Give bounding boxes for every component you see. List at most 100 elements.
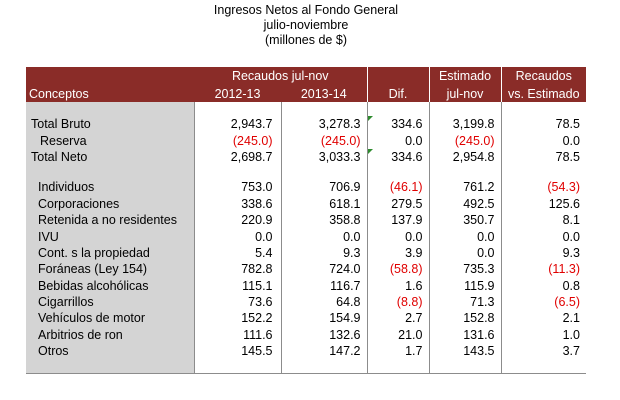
table-row: Arbitrios de ron 111.6 132.6 21.0 131.6 … (26, 326, 586, 344)
value-estimado: 2,954.8 (428, 148, 501, 166)
concept-label: Bebidas alcohólicas (26, 277, 194, 294)
table-row: Reserva (245.0) (245.0) 0.0 (245.0) 0.0 (26, 132, 586, 149)
value-2013-14: 0.0 (280, 228, 367, 245)
concept-label: Otros (26, 343, 194, 360)
value-estimado: 143.5 (428, 343, 501, 360)
concept-label: Cigarrillos (26, 293, 194, 311)
value-2013-14: (245.0) (280, 132, 367, 149)
value-2012-13: 0.0 (193, 228, 281, 245)
value-estimado: 152.8 (428, 310, 501, 327)
value-vs-estimado: 78.5 (500, 116, 586, 133)
table-row: IVU 0.0 0.0 0.0 0.0 0.0 (26, 228, 586, 245)
value-vs-estimado: 125.6 (500, 195, 586, 212)
value-2013-14: 147.2 (280, 343, 367, 360)
header-year-2012-13: 2012-13 (194, 85, 281, 102)
table-row: Retenida a no residentes 220.9 358.8 137… (26, 211, 586, 229)
header-dif-top (366, 67, 429, 85)
concept-label: Foráneas (Ley 154) (26, 261, 194, 278)
value-vs-estimado: 8.1 (500, 211, 586, 229)
value-2013-14: 116.7 (280, 277, 367, 294)
value-estimado: 492.5 (428, 195, 501, 212)
value-vs-estimado: 3.7 (500, 343, 586, 360)
concept-label: Reserva (26, 132, 194, 149)
value-vs-estimado: 9.3 (500, 244, 586, 262)
value-vs-estimado: (54.3) (500, 179, 586, 196)
title-line-2: julio-noviembre (263, 18, 349, 32)
value-2013-14: 618.1 (280, 195, 367, 212)
header-row-1: Recaudos jul-nov Estimado Recaudos (26, 67, 586, 85)
table-row: Bebidas alcohólicas 115.1 116.7 1.6 115.… (26, 277, 586, 294)
value-dif: (46.1) (366, 179, 429, 196)
value-dif: 0.0 (366, 228, 429, 245)
value-dif: (58.8) (366, 261, 429, 278)
value-dif: 21.0 (366, 326, 429, 344)
value-estimado: 131.6 (428, 326, 501, 344)
table-row: Cigarrillos 73.6 64.8 (8.8) 71.3 (6.5) (26, 293, 586, 311)
value-vs-estimado: (6.5) (500, 293, 586, 311)
value-estimado: 761.2 (428, 179, 501, 196)
value-vs-estimado: 2.1 (500, 310, 586, 327)
spacer-row (26, 359, 586, 375)
value-2012-13: 152.2 (193, 310, 281, 327)
concept-label: Total Neto (26, 148, 194, 166)
table-row: Total Neto 2,698.7 3,033.3 334.6 2,954.8… (26, 148, 586, 166)
value-2013-14: 9.3 (280, 244, 367, 262)
value-dif: (8.8) (366, 293, 429, 311)
concept-label: Total Bruto (26, 116, 194, 133)
value-2012-13: 753.0 (193, 179, 281, 196)
table-row: Vehículos de motor 152.2 154.9 2.7 152.8… (26, 310, 586, 327)
value-estimado: 0.0 (428, 244, 501, 262)
value-2013-14: 358.8 (280, 211, 367, 229)
header-recaudos-vs-top: Recaudos (500, 67, 586, 85)
header-recaudos-group: Recaudos jul-nov (194, 67, 367, 85)
value-2012-13: 111.6 (193, 326, 281, 344)
value-estimado: 115.9 (428, 277, 501, 294)
title-line-1: Ingresos Netos al Fondo General (213, 3, 399, 17)
spacer-row (26, 102, 586, 116)
concept-label: Retenida a no residentes (26, 211, 194, 229)
value-dif: 334.6 (366, 148, 429, 166)
value-2012-13: 145.5 (193, 343, 281, 360)
value-2013-14: 3,278.3 (280, 116, 367, 133)
value-2013-14: 724.0 (280, 261, 367, 278)
value-dif: 279.5 (366, 195, 429, 212)
concept-label: Cont. s la propiedad (26, 244, 194, 262)
table-row: Total Bruto 2,943.7 3,278.3 334.6 3,199.… (26, 116, 586, 133)
report-title: Ingresos Netos al Fondo General julio-no… (0, 3, 620, 48)
header-estimado-bottom: jul-nov (428, 85, 501, 102)
value-2012-13: 5.4 (193, 244, 281, 262)
value-estimado: (245.0) (428, 132, 501, 149)
header-recaudos-vs-bottom: vs. Estimado (500, 85, 586, 102)
value-estimado: 71.3 (428, 293, 501, 311)
header-dif: Dif. (366, 85, 429, 102)
header-conceptos: Conceptos (26, 85, 194, 102)
value-dif: 137.9 (366, 211, 429, 229)
value-2013-14: 706.9 (280, 179, 367, 196)
value-2013-14: 132.6 (280, 326, 367, 344)
value-vs-estimado: 0.0 (500, 132, 586, 149)
concept-label: Vehículos de motor (26, 310, 194, 327)
title-line-3: (millones de $) (265, 33, 347, 47)
value-2013-14: 3,033.3 (280, 148, 367, 166)
value-2012-13: 73.6 (193, 293, 281, 311)
header-year-2013-14: 2013-14 (281, 85, 367, 102)
table-row: Otros 145.5 147.2 1.7 143.5 3.7 (26, 343, 586, 360)
value-vs-estimado: (11.3) (500, 261, 586, 278)
value-2012-13: 115.1 (193, 277, 281, 294)
value-dif: 0.0 (366, 132, 429, 149)
value-estimado: 350.7 (428, 211, 501, 229)
value-2012-13: (245.0) (193, 132, 281, 149)
value-dif: 3.9 (366, 244, 429, 262)
value-vs-estimado: 1.0 (500, 326, 586, 344)
value-dif: 1.7 (366, 343, 429, 360)
spacer-row (26, 165, 586, 180)
concept-label: Corporaciones (26, 195, 194, 212)
value-estimado: 0.0 (428, 228, 501, 245)
value-2013-14: 64.8 (280, 293, 367, 311)
value-vs-estimado: 0.8 (500, 277, 586, 294)
table-row: Corporaciones 338.6 618.1 279.5 492.5 12… (26, 195, 586, 212)
value-2012-13: 2,943.7 (193, 116, 281, 133)
value-2012-13: 338.6 (193, 195, 281, 212)
concept-label: IVU (26, 228, 194, 245)
table-row: Individuos 753.0 706.9 (46.1) 761.2 (54.… (26, 179, 586, 196)
